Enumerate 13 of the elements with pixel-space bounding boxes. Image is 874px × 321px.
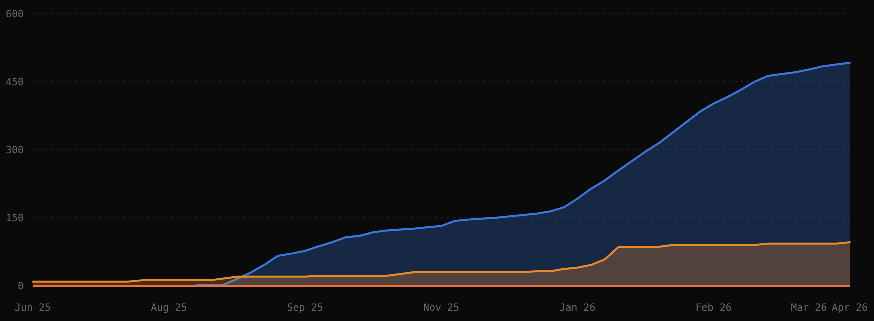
x-tick-label: Jun 25 bbox=[14, 303, 52, 314]
x-tick-label: Jan 26 bbox=[560, 303, 596, 314]
x-tick-label: Aug 25 bbox=[151, 303, 188, 314]
y-tick-label: 600 bbox=[6, 10, 24, 20]
x-tick-label: Apr 26 bbox=[832, 303, 868, 314]
y-tick-label: 150 bbox=[6, 214, 24, 224]
x-tick-label: Sep 25 bbox=[287, 303, 324, 314]
x-tick-label: Nov 25 bbox=[423, 303, 460, 314]
y-tick-label: 450 bbox=[6, 78, 24, 88]
x-tick-label: Feb 26 bbox=[696, 303, 732, 314]
x-tick-label: Mar 26 bbox=[791, 303, 828, 314]
y-tick-label: 300 bbox=[6, 146, 24, 156]
y-tick-label: 0 bbox=[18, 282, 24, 292]
